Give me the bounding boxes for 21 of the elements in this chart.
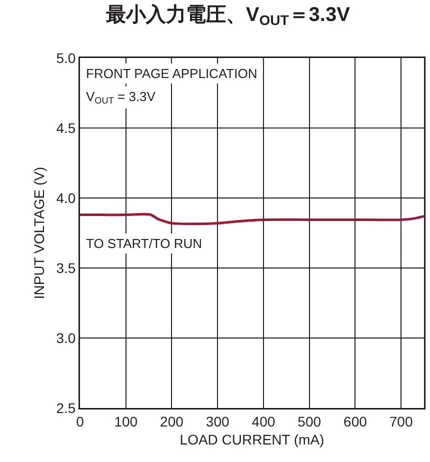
y-tick-label: 5.0 — [56, 50, 76, 66]
line-series — [80, 212, 424, 226]
y-tick-label: 4.0 — [56, 190, 76, 206]
x-tick-label: 600 — [344, 413, 368, 430]
y-tick-label: 4.5 — [56, 120, 76, 136]
annotation: V$_{OUT}$ = 3.3V — [86, 89, 156, 106]
y-tick-label: 3.5 — [56, 260, 76, 276]
x-tick-label: 200 — [160, 413, 184, 430]
y-tick-label: 3.0 — [56, 330, 76, 346]
x-axis-title: LOAD CURRENT (mA) — [180, 431, 324, 448]
x-tick-label: 300 — [206, 413, 230, 430]
x-tick-label: 400 — [252, 413, 276, 430]
x-tick-label: 500 — [298, 413, 322, 430]
x-tick-label: 700 — [389, 413, 413, 430]
chart-title: 最小入力電圧、V$_{OUT}$＝3.3V — [104, 2, 351, 28]
annotation: FRONT PAGE APPLICATION — [86, 66, 258, 81]
x-tick-label: 100 — [114, 413, 138, 430]
x-tick-label: 0 — [76, 413, 84, 430]
y-axis-title: INPUT VOLTAGE (V) — [31, 166, 48, 300]
y-tick-label: 2.5 — [56, 400, 76, 416]
annotation: TO START/TO RUN — [86, 236, 202, 251]
